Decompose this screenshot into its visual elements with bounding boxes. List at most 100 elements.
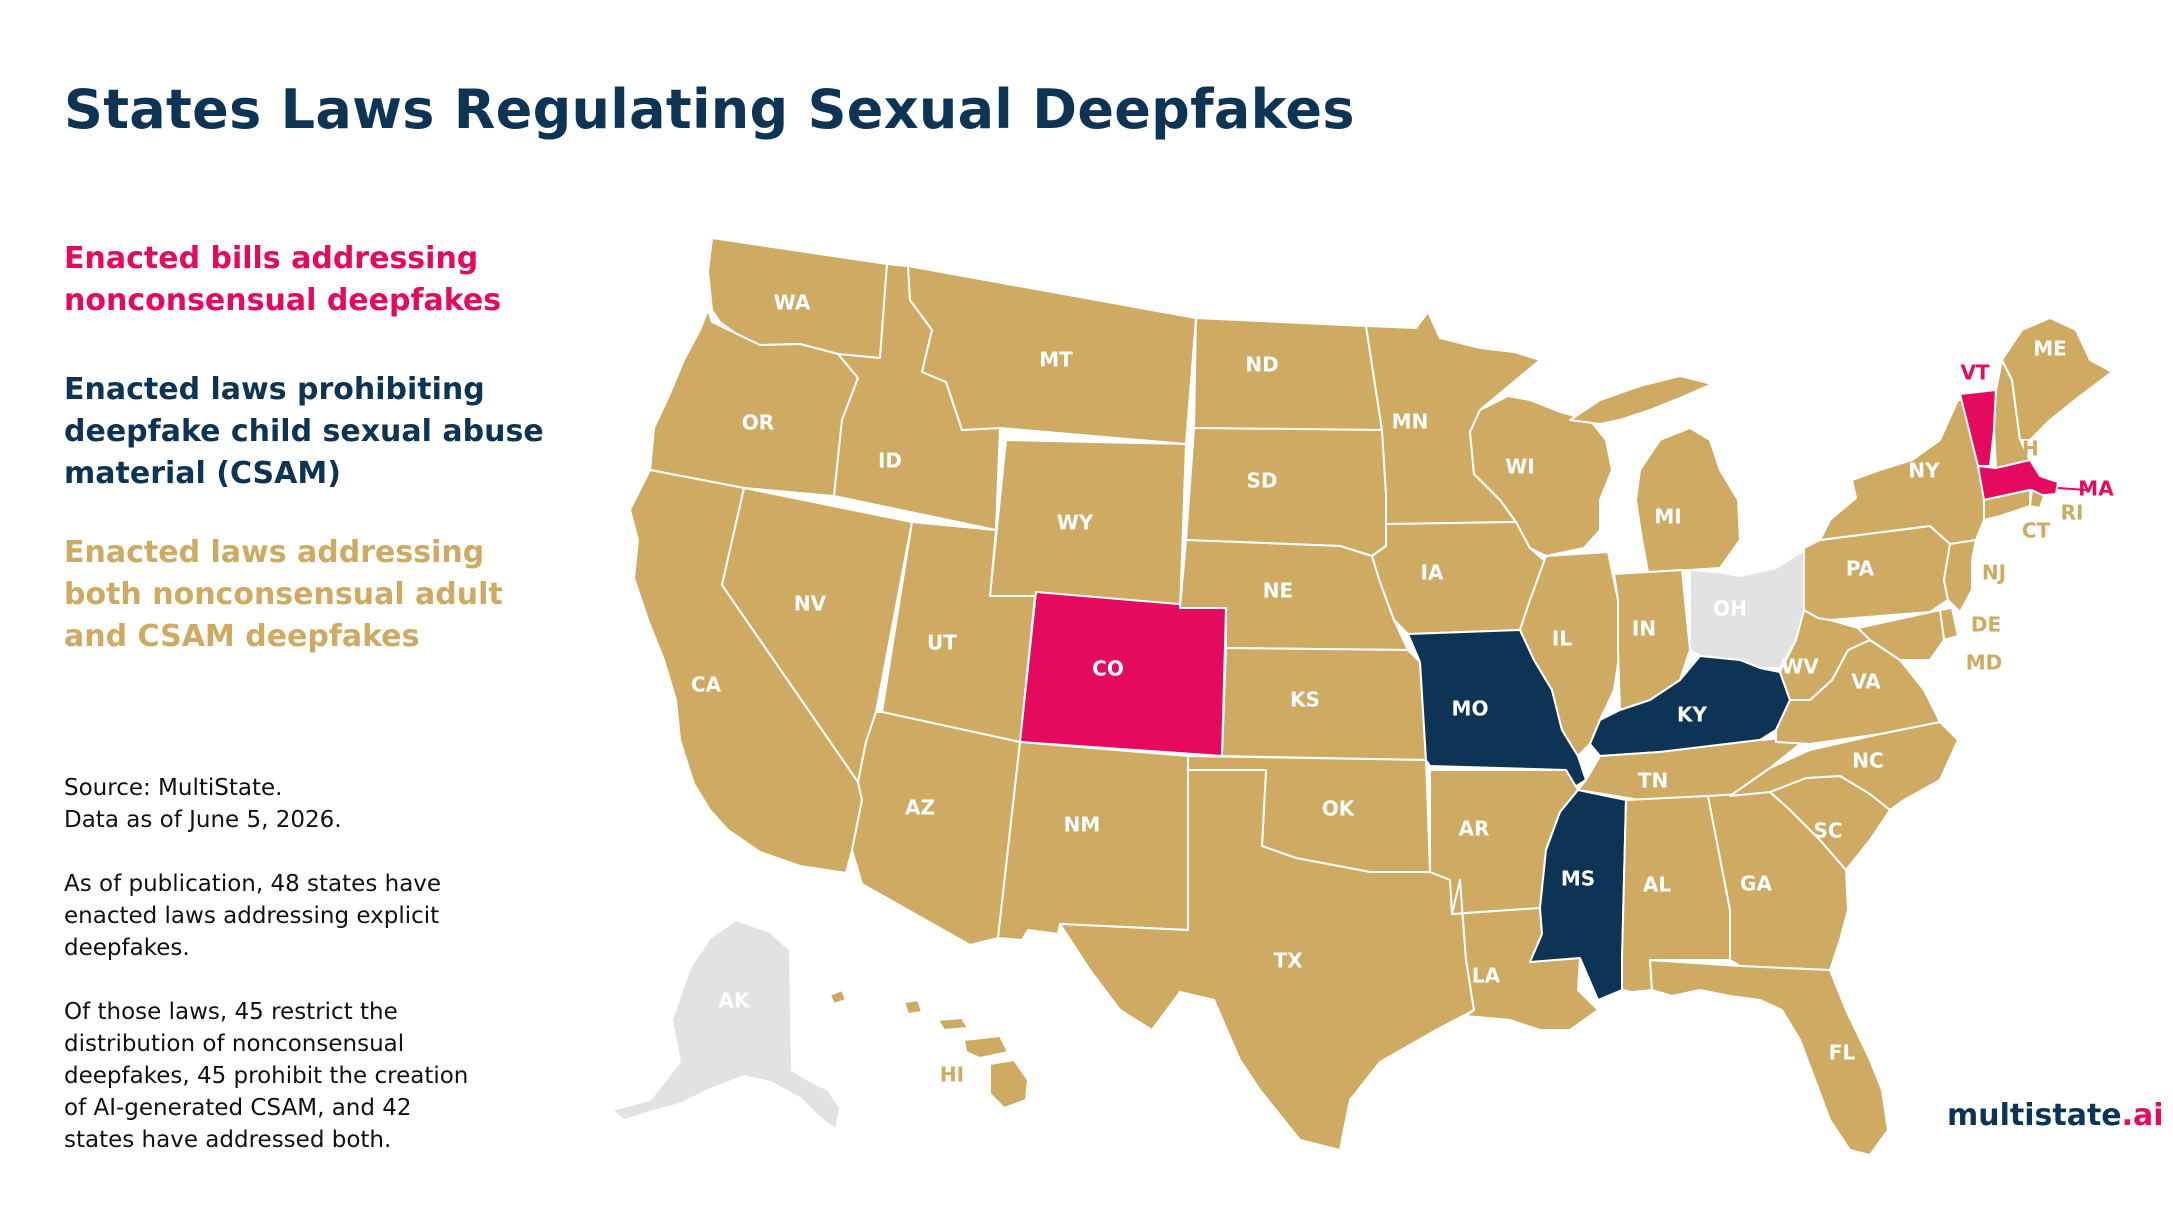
state-label-nm: NM [1064,813,1101,837]
state-label-ct: CT [2022,519,2051,543]
legend-line: nonconsensual deepfakes [64,283,502,318]
note-line: of AI-generated CSAM, and 42 [64,1095,412,1121]
state-label-or: OR [742,411,774,435]
state-ct [1983,489,2031,521]
legend-line: both nonconsensual adult [64,577,503,612]
summary-paragraph: As of publication, 48 states have enacte… [64,868,584,964]
state-label-md: MD [1966,651,2003,675]
state-label-il: IL [1552,627,1572,651]
state-label-nc: NC [1852,749,1883,773]
state-ny [1819,399,1985,545]
state-label-az: AZ [905,796,935,820]
state-label-ia: IA [1421,561,1444,585]
state-label-fl: FL [1829,1041,1856,1065]
legend-item-csam: Enacted laws prohibiting deepfake child … [64,369,584,495]
state-label-va: VA [1851,670,1881,694]
state-label-wa: WA [774,291,811,315]
state-ia [1371,521,1547,635]
state-nj [1943,539,1977,613]
state-md [1857,609,1945,661]
state-label-ny: NY [1908,459,1940,483]
state-label-ky: KY [1677,703,1707,727]
state-label-sc: SC [1813,819,1842,843]
ma-leader-line [2057,487,2087,491]
state-hi [829,989,1029,1109]
state-ks [1221,647,1427,761]
state-label-mn: MN [1392,410,1429,434]
state-label-tn: TN [1638,769,1668,793]
state-label-pa: PA [1846,557,1875,581]
state-az [851,711,1021,946]
legend-line: Enacted bills addressing [64,241,479,276]
note-line: deepfakes. [64,935,190,961]
state-label-wi: WI [1505,455,1535,479]
note-line: As of publication, 48 states have [64,871,442,897]
note-line: distribution of nonconsensual [64,1031,405,1057]
state-label-ms: MS [1561,867,1595,891]
state-label-tx: TX [1273,949,1303,973]
legend-line: material (CSAM) [64,456,341,491]
legend-line: and CSAM deepfakes [64,619,420,654]
state-mi [1569,375,1741,573]
state-label-nh: NH [2005,437,2038,461]
note-line: Of those laws, 45 restrict the [64,999,398,1025]
note-line: states have addressed both. [64,1127,392,1153]
state-label-ut: UT [927,631,957,655]
brand-name: multistate [1947,1098,2122,1133]
state-label-la: LA [1472,964,1501,988]
state-ne [1179,539,1409,651]
state-ak [611,919,841,1131]
note-line: Data as of June 5, 2026. [64,807,342,833]
note-line: deepfakes, 45 prohibit the creation [64,1063,469,1089]
state-label-nv: NV [794,592,827,616]
legend-line: deepfake child sexual abuse [64,414,544,449]
state-nc [1729,721,1959,811]
state-label-ak: AK [719,989,751,1013]
state-label-ri: RI [2061,501,2084,525]
state-label-ks: KS [1290,688,1320,712]
state-label-oh: OH [1713,597,1747,621]
state-label-in: IN [1632,617,1656,641]
state-label-nd: ND [1245,353,1278,377]
state-label-vt: VT [1960,361,1989,385]
page-title: States Laws Regulating Sexual Deepfakes [64,78,1355,141]
detail-paragraph: Of those laws, 45 restrict the distribut… [64,996,584,1156]
state-nd [1193,317,1383,431]
brand-logo: multistate.ai [1947,1098,2164,1133]
state-label-mi: MI [1654,505,1681,529]
state-label-ma: MA [2078,477,2114,501]
state-label-id: ID [878,449,902,473]
state-tx [1059,769,1475,1151]
state-label-ok: OK [1322,797,1356,821]
state-sd [1185,427,1387,557]
state-label-wv: WV [1781,655,1819,679]
state-label-nj: NJ [1982,561,2006,585]
source-note: Source: MultiState. Data as of June 5, 2… [64,772,584,836]
state-label-mo: MO [1452,697,1489,721]
state-me [2001,317,2113,441]
legend-item-both: Enacted laws addressing both nonconsensu… [64,532,584,658]
state-label-ca: CA [691,673,722,697]
state-label-de: DE [1971,613,2001,637]
legend-line: Enacted laws prohibiting [64,372,485,407]
state-label-ar: AR [1459,817,1490,841]
state-label-me: ME [2033,337,2067,361]
state-label-wy: WY [1057,511,1094,535]
note-line: Source: MultiState. [64,775,283,801]
state-label-ne: NE [1263,579,1293,603]
state-label-co: CO [1092,657,1124,681]
legend-item-nonconsensual: Enacted bills addressing nonconsensual d… [64,238,584,322]
state-vt [1959,389,1997,467]
state-nm [997,741,1189,941]
state-mt [907,265,1197,445]
state-ms [1529,789,1627,1001]
state-label-ga: GA [1740,872,1772,896]
note-line: enacted laws addressing explicit [64,903,440,929]
legend-line: Enacted laws addressing [64,535,485,570]
state-label-mt: MT [1039,348,1073,372]
state-wi [1469,395,1613,557]
state-label-sd: SD [1246,469,1277,493]
state-label-al: AL [1643,873,1671,897]
state-fl [1649,959,1889,1156]
